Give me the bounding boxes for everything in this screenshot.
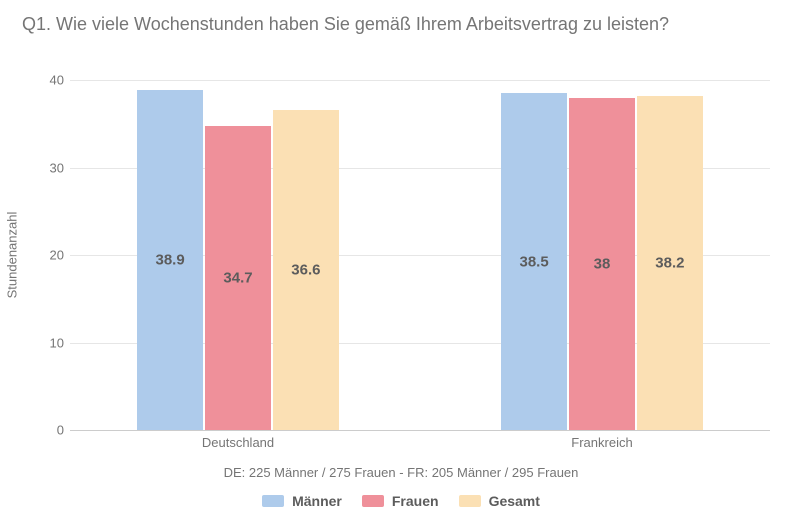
legend-swatch	[459, 495, 481, 507]
category-label: Frankreich	[571, 435, 632, 450]
bar: 38.5	[501, 93, 568, 430]
y-tick-label: 10	[50, 335, 64, 350]
legend-item: Männer	[262, 493, 342, 509]
bar: 38	[569, 98, 636, 431]
legend-label: Gesamt	[489, 493, 540, 509]
category-label: Deutschland	[202, 435, 274, 450]
y-tick-label: 20	[50, 248, 64, 263]
bar: 36.6	[273, 110, 340, 430]
y-tick-label: 0	[57, 423, 64, 438]
bar-value-label: 38.9	[137, 251, 204, 268]
bar-value-label: 38	[569, 255, 636, 272]
category-labels: Deutschland Frankreich	[70, 435, 770, 455]
legend-label: Frauen	[392, 493, 439, 509]
bar: 38.2	[637, 96, 704, 430]
plot-area: 38.934.736.6 38.53838.2	[70, 80, 770, 430]
y-axis-ticks: 010203040	[0, 80, 70, 430]
legend-swatch	[262, 495, 284, 507]
legend: Männer Frauen Gesamt	[0, 493, 802, 510]
chart-subtitle: DE: 225 Männer / 275 Frauen - FR: 205 Mä…	[0, 465, 802, 480]
bar-value-label: 38.2	[637, 254, 704, 271]
legend-label: Männer	[292, 493, 342, 509]
bar: 38.9	[137, 90, 204, 430]
legend-item: Gesamt	[459, 493, 540, 509]
bar-value-label: 34.7	[205, 270, 272, 287]
bar-value-label: 38.5	[501, 253, 568, 270]
chart-title: Q1. Wie viele Wochenstunden haben Sie ge…	[22, 12, 780, 36]
y-tick-label: 30	[50, 160, 64, 175]
gridline	[70, 430, 770, 431]
legend-item: Frauen	[362, 493, 439, 509]
y-tick-label: 40	[50, 73, 64, 88]
bar: 34.7	[205, 126, 272, 430]
bar-value-label: 36.6	[273, 261, 340, 278]
gridline	[70, 80, 770, 81]
legend-swatch	[362, 495, 384, 507]
